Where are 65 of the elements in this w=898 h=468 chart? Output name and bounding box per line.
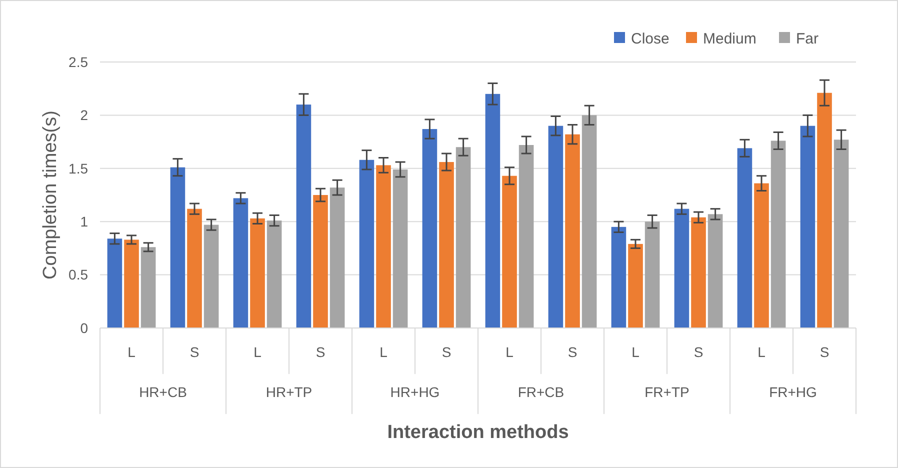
bar xyxy=(548,126,564,328)
legend-label: Far xyxy=(796,30,819,48)
x-tick-label: S xyxy=(568,344,578,360)
y-tick-label: 1 xyxy=(80,214,88,230)
x-tick-label: L xyxy=(632,344,640,360)
bar xyxy=(502,176,517,328)
bar xyxy=(770,140,786,328)
x-tick-label: S xyxy=(190,344,200,360)
bar xyxy=(376,165,391,328)
bar xyxy=(644,222,660,328)
y-tick-label: 2.5 xyxy=(68,54,88,70)
bar xyxy=(439,162,454,328)
text: FR+HG xyxy=(769,384,817,400)
y-axis-title: Completion times(s) xyxy=(40,110,61,280)
bar xyxy=(674,208,690,328)
text: HR+HG xyxy=(390,384,440,400)
bar xyxy=(170,167,186,328)
bar xyxy=(485,94,500,328)
bar xyxy=(582,115,597,328)
bar xyxy=(800,126,816,328)
bar xyxy=(204,224,219,328)
x-tick-label: S xyxy=(316,344,326,360)
x-tick-label: L xyxy=(506,344,514,360)
x-tick-label: L xyxy=(128,344,136,360)
bar xyxy=(392,169,408,328)
bar xyxy=(313,195,328,328)
legend-label: Medium xyxy=(703,30,756,48)
text: FR+CB xyxy=(518,384,564,400)
bar xyxy=(359,160,374,328)
bar xyxy=(737,148,752,328)
bar xyxy=(187,208,202,328)
bar xyxy=(124,240,139,328)
bar xyxy=(456,147,471,328)
bar xyxy=(611,226,626,328)
x-tick-label: S xyxy=(694,344,704,360)
y-tick-label: 0 xyxy=(80,320,88,336)
bar xyxy=(754,183,769,328)
x-tick-label: L xyxy=(758,344,766,360)
x-tick-label: S xyxy=(820,344,830,360)
x-tick-label: L xyxy=(254,344,262,360)
text: FR+TP xyxy=(644,384,690,400)
y-tick-label: 0.5 xyxy=(68,266,88,283)
x-axis-title: Interaction methods xyxy=(387,422,569,443)
bar xyxy=(628,244,643,328)
text: HR+TP xyxy=(266,384,312,400)
bar xyxy=(834,140,849,328)
bar xyxy=(296,104,312,328)
bar xyxy=(565,134,580,328)
text: HR+CB xyxy=(139,384,187,400)
bar xyxy=(330,188,345,328)
bar xyxy=(817,92,832,328)
bar xyxy=(250,218,265,328)
bar xyxy=(140,247,156,328)
bar xyxy=(233,198,248,328)
y-tick-label: 1.5 xyxy=(68,160,88,176)
y-tick-label: 2 xyxy=(80,107,88,124)
bar xyxy=(518,144,534,328)
bar xyxy=(107,238,122,328)
bar xyxy=(266,220,282,328)
x-tick-label: L xyxy=(380,344,388,360)
x-tick-label: S xyxy=(442,344,452,360)
bar xyxy=(691,217,706,328)
bar xyxy=(708,214,723,328)
bar xyxy=(422,129,438,328)
legend-label: Close xyxy=(631,30,670,48)
